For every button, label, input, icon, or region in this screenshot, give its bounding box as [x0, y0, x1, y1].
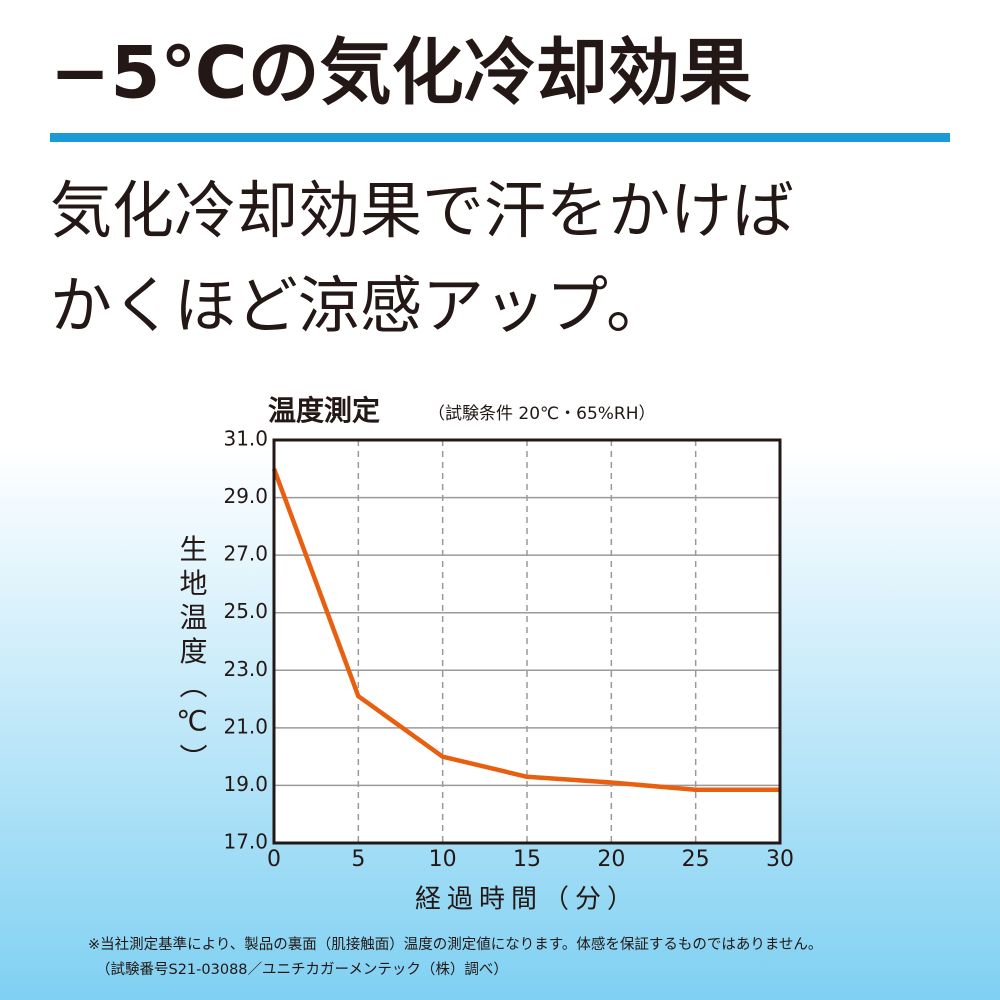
- x-tick-label: 10: [429, 847, 457, 872]
- x-tick-label: 30: [766, 847, 794, 872]
- y-tick-label: 31.0: [223, 427, 268, 451]
- chart-subtitle: （試験条件 20℃・65%RH）: [428, 404, 656, 424]
- plot: 17.0 19.0 21.0 23.0 25.0 27.0 29.0 31.0 0 5 10 15 20…: [223, 427, 794, 873]
- chart-title: 温度測定: [268, 394, 380, 427]
- headline: −5℃の気化冷却効果: [50, 31, 752, 115]
- x-tick-label: 5: [351, 847, 365, 872]
- y-tick-label: 25.0: [223, 599, 268, 623]
- plot-frame: [272, 438, 782, 845]
- y-tick-label: 17.0: [223, 830, 268, 854]
- y-tick-label: 29.0: [223, 484, 268, 508]
- x-tick-label: 25: [682, 847, 710, 872]
- y-tick-label: 23.0: [223, 657, 268, 681]
- y-tick-label: 21.0: [223, 714, 268, 738]
- divider: [50, 133, 950, 142]
- footnote: ※当社測定基準により、製品の裏面（肌接触面）温度の測定値になります。体感を保証す…: [88, 935, 822, 953]
- x-axis-label: 経過時間（分）: [415, 885, 639, 915]
- data-line: [271, 468, 780, 792]
- subhead-line: 気化冷却効果で汗をかけば: [50, 174, 794, 247]
- y-tick-label: 27.0: [223, 542, 268, 566]
- y-axis-label: 生地温度（℃）: [176, 534, 209, 777]
- footnote: （試験番号S21-03088／ユニチカガーメンテック（株）調べ）: [96, 961, 508, 978]
- x-tick-label: 0: [267, 847, 281, 872]
- x-tick-label: 15: [513, 847, 541, 872]
- x-tick-label: 20: [597, 847, 625, 872]
- y-tick-label: 19.0: [223, 772, 268, 796]
- subhead-line: かくほど涼感アップ。: [50, 269, 668, 342]
